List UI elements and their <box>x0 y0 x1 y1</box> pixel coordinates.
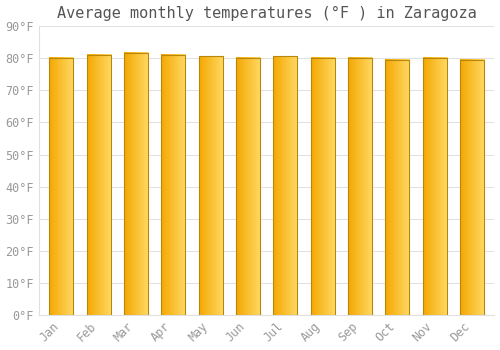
Title: Average monthly temperatures (°F ) in Zaragoza: Average monthly temperatures (°F ) in Za… <box>57 6 476 21</box>
Bar <box>273 56 297 315</box>
Bar <box>49 58 74 315</box>
Bar <box>348 58 372 315</box>
Bar <box>310 58 335 315</box>
Bar <box>86 55 111 315</box>
Bar <box>460 60 484 315</box>
Bar <box>236 58 260 315</box>
Bar <box>124 53 148 315</box>
Bar <box>198 56 223 315</box>
Bar <box>385 60 409 315</box>
Bar <box>422 58 447 315</box>
Bar <box>161 55 186 315</box>
